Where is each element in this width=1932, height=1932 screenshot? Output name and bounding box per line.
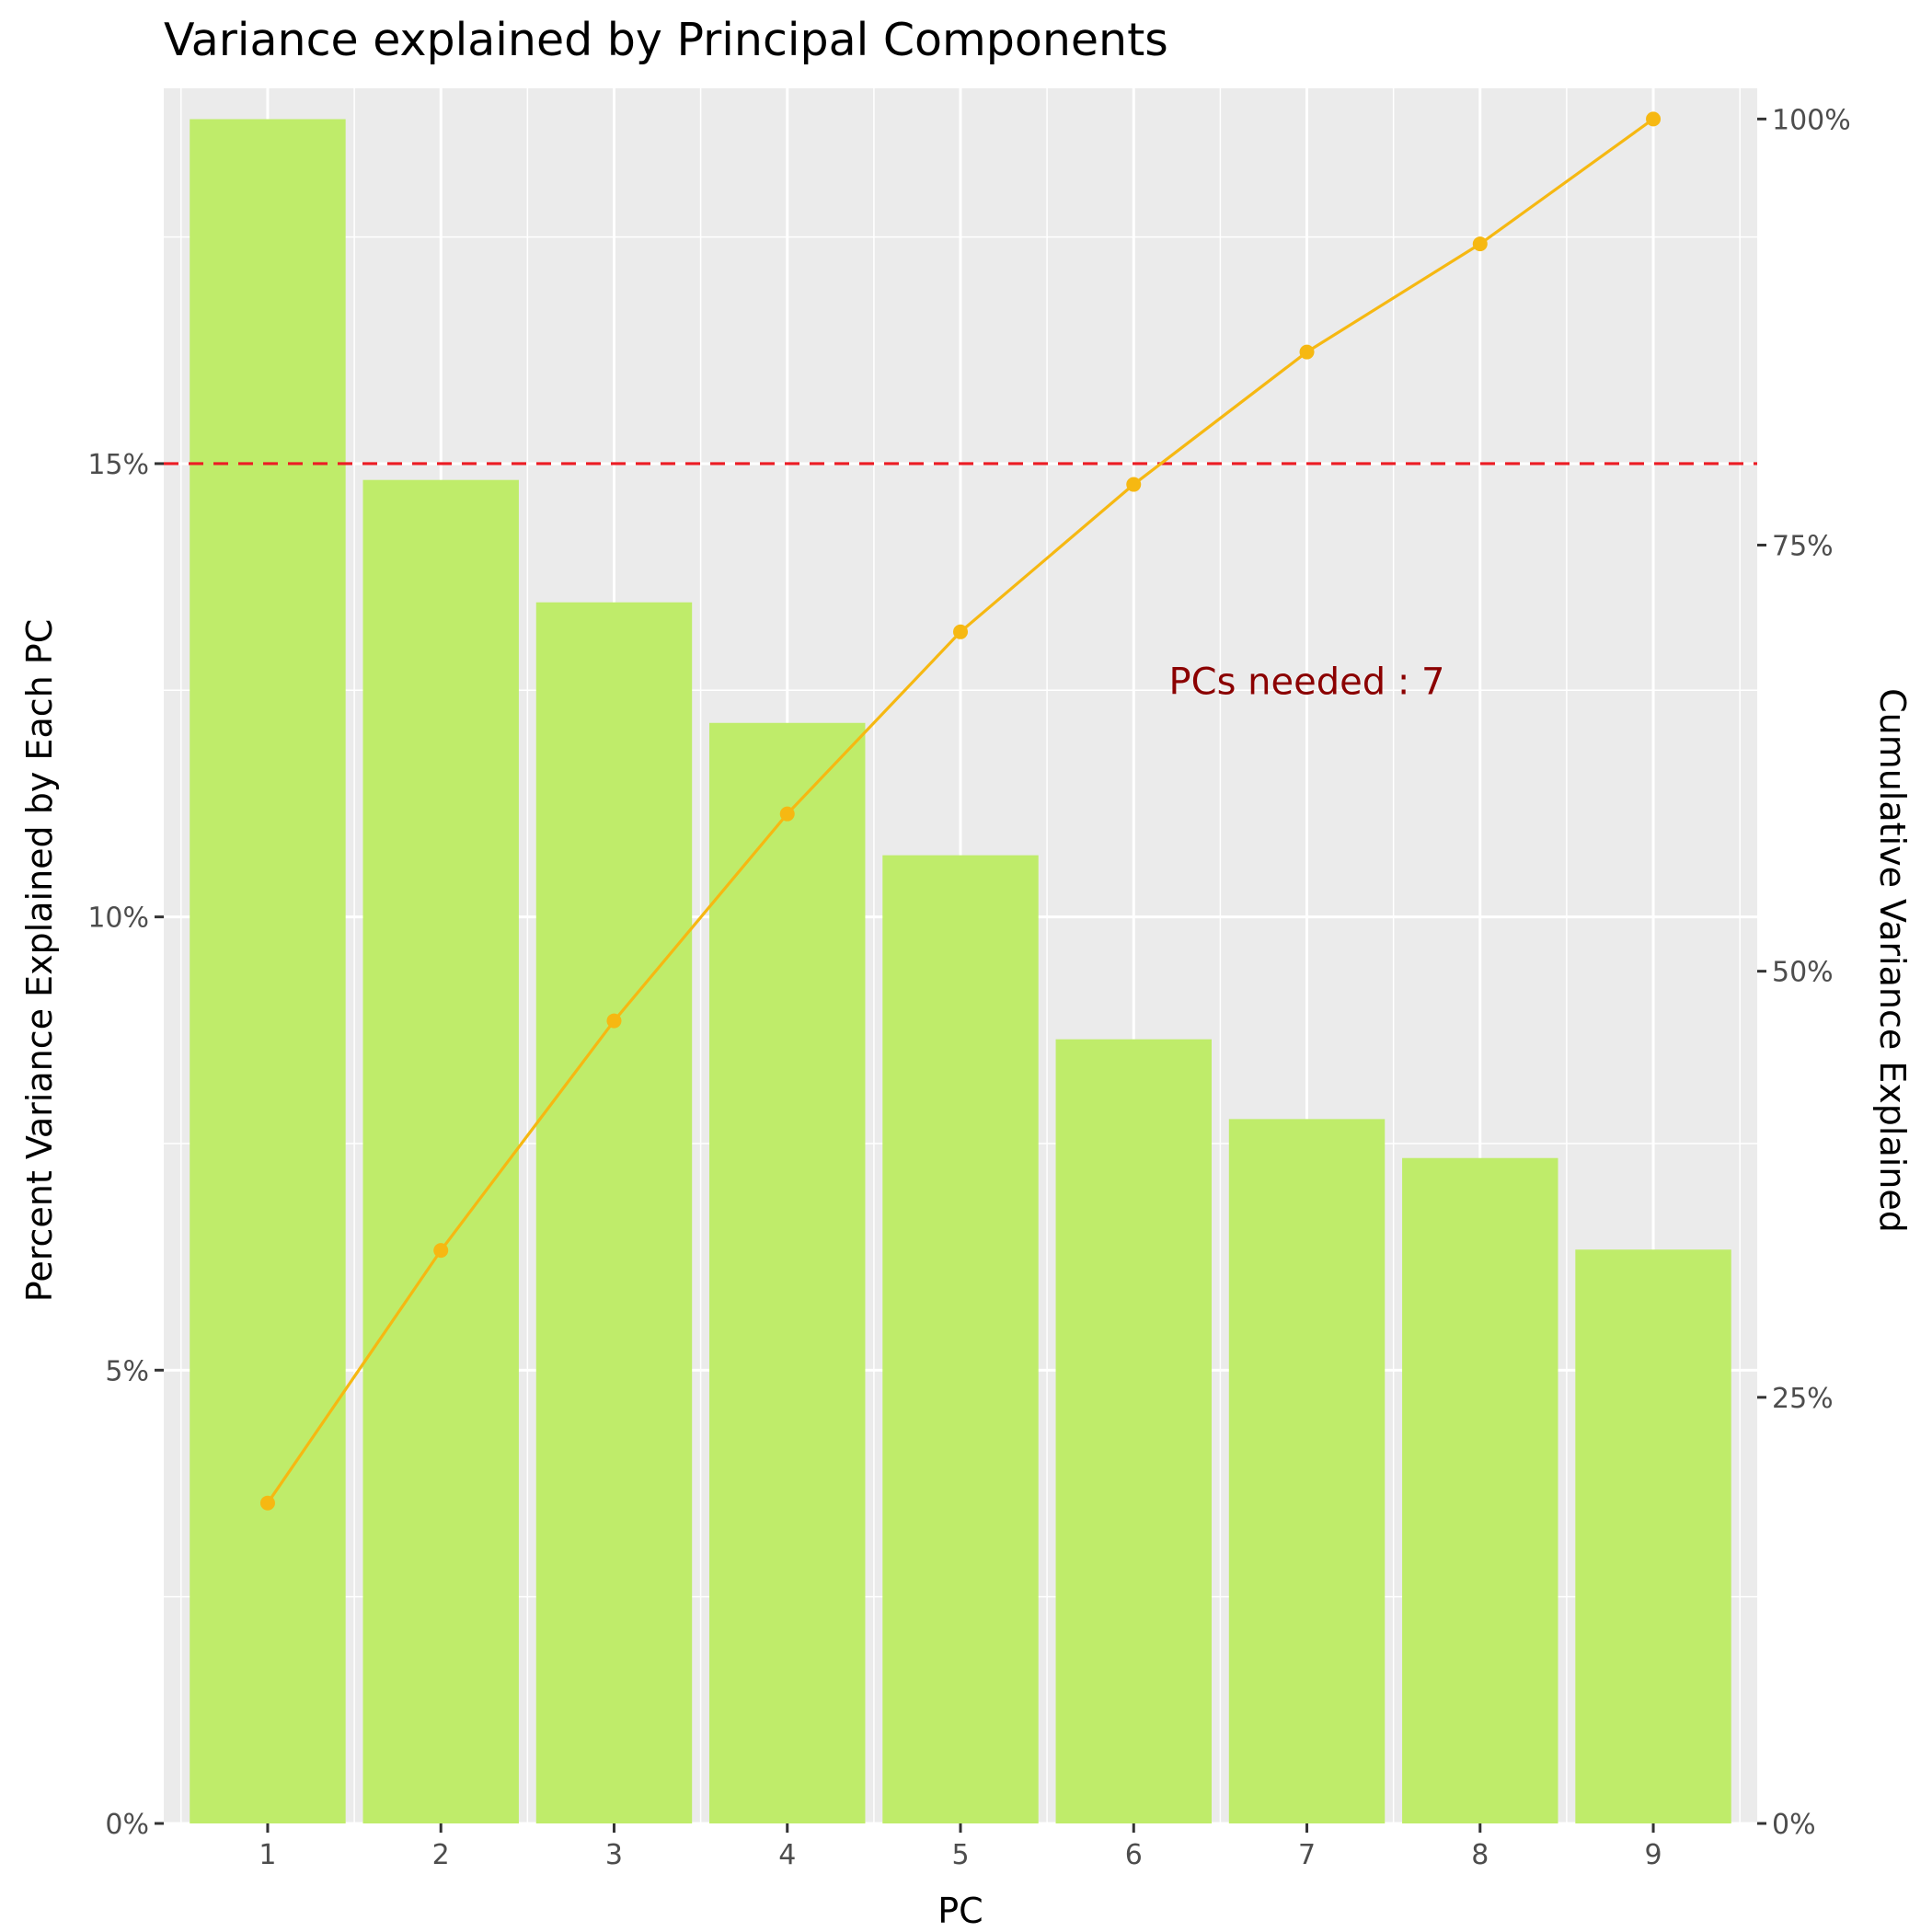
y2-tick-label: 0% bbox=[1772, 1809, 1816, 1841]
y2-axis-title: Cumulative Variance Explained bbox=[1872, 688, 1913, 1233]
pcs-needed-annotation: PCs needed : 7 bbox=[1169, 661, 1445, 703]
cumulative-point-pc-4 bbox=[779, 806, 795, 822]
x-tick-label: 2 bbox=[432, 1839, 450, 1871]
x-tick-label: 8 bbox=[1471, 1839, 1489, 1871]
cumulative-point-pc-3 bbox=[606, 1013, 622, 1029]
cumulative-line-layer bbox=[259, 111, 1662, 1511]
x-tick-label: 1 bbox=[259, 1839, 276, 1871]
cumulative-point-pc-6 bbox=[1126, 477, 1142, 492]
y-tick-label: 15% bbox=[87, 449, 149, 481]
y2-tick-label: 50% bbox=[1772, 957, 1834, 989]
x-tick-label: 5 bbox=[951, 1839, 969, 1871]
cumulative-point-pc-8 bbox=[1472, 236, 1488, 252]
cumulative-point-pc-9 bbox=[1646, 111, 1662, 127]
y-tick-label: 0% bbox=[105, 1809, 149, 1841]
cumulative-point-pc-5 bbox=[953, 624, 968, 639]
bar-pc-7 bbox=[1228, 1119, 1386, 1823]
bar-pc-2 bbox=[362, 479, 519, 1824]
bar-pc-8 bbox=[1402, 1157, 1558, 1823]
cumulative-point-pc-1 bbox=[259, 1495, 275, 1511]
y2-tick-label: 75% bbox=[1772, 531, 1834, 563]
bars bbox=[190, 119, 1731, 1824]
x-tick-label: 7 bbox=[1298, 1839, 1316, 1871]
bar-pc-5 bbox=[882, 855, 1039, 1824]
axes: 0% 5% 10% 15% 0% 25% 50% 75% 100% 1 2 3 4 5 6 7 8 9 bbox=[87, 104, 1850, 1871]
bar-pc-3 bbox=[535, 602, 693, 1823]
y-axis-title: Percent Variance Explained by Each PC bbox=[19, 619, 60, 1302]
y-tick-label: 10% bbox=[87, 903, 149, 935]
bar-pc-9 bbox=[1575, 1249, 1731, 1823]
x-axis-title: PC bbox=[937, 1891, 983, 1931]
y-tick-label: 5% bbox=[105, 1355, 149, 1387]
cumulative-point-pc-2 bbox=[433, 1243, 449, 1259]
x-tick-label: 3 bbox=[605, 1839, 623, 1871]
x-tick-label: 9 bbox=[1644, 1839, 1662, 1871]
x-tick-label: 4 bbox=[778, 1839, 796, 1871]
x-tick-label: 6 bbox=[1125, 1839, 1143, 1871]
bar-pc-4 bbox=[709, 722, 866, 1823]
bar-pc-1 bbox=[190, 119, 346, 1824]
y2-tick-label: 100% bbox=[1772, 104, 1851, 136]
chart-title: Variance explained by Principal Componen… bbox=[164, 14, 1168, 66]
bar-pc-6 bbox=[1055, 1039, 1212, 1823]
y2-tick-label: 25% bbox=[1772, 1383, 1834, 1415]
cumulative-point-pc-7 bbox=[1299, 344, 1315, 360]
